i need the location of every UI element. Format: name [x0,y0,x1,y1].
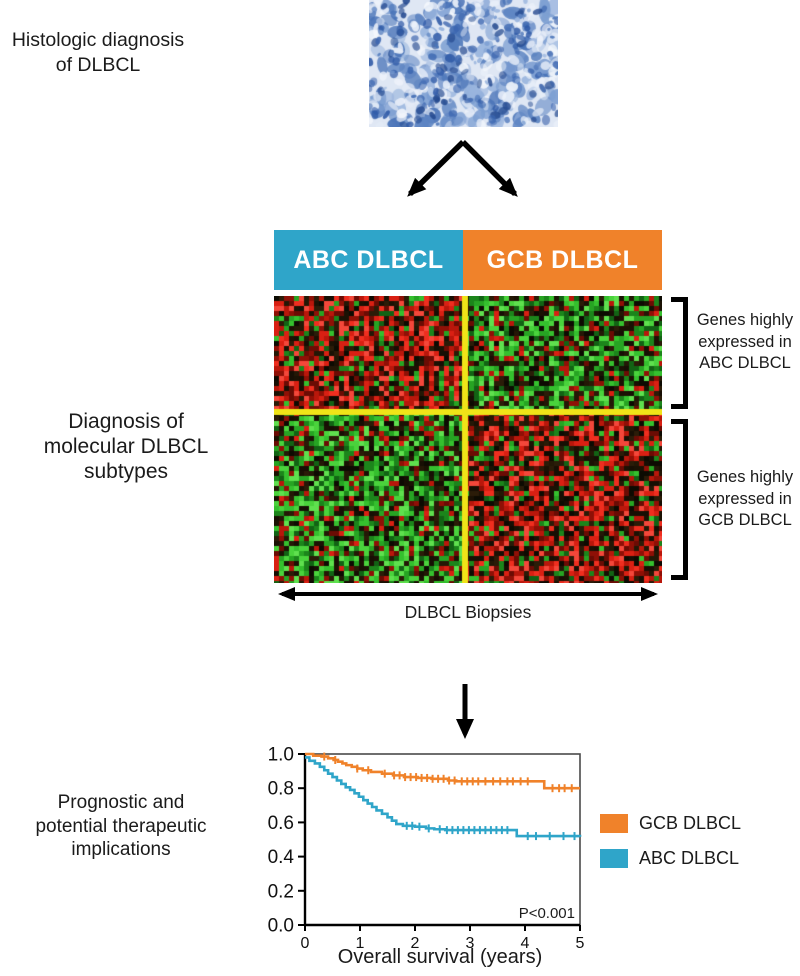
label-histologic-diagnosis: Histologic diagnosis of DLBCL [11,29,185,76]
pvalue-annotation: P<0.001 [518,905,575,922]
abc-header-label: ABC DLBCL [293,245,444,274]
abc-header: ABC DLBCL [274,230,463,290]
bracket-gcb-genes [671,419,688,580]
abc-legend-label: ABC DLBCL [639,848,740,868]
gene-expression-heatmap [274,296,662,583]
gcb-header: GCB DLBCL [463,230,662,290]
abc-legend-swatch [600,849,628,868]
svg-text:5: 5 [576,935,585,952]
label-molecular-diagnosis: Diagnosis of molecular DLBCL subtypes [43,410,209,483]
svg-text:1: 1 [356,935,365,952]
svg-text:0.0: 0.0 [268,916,294,937]
svg-text:0.8: 0.8 [268,779,294,800]
legend-row-gcb: GCB DLBCL [600,814,741,833]
label-dlbcl-biopsies: DLBCL Biopsies [404,602,532,622]
xaxis-title: Overall survival (years) [337,946,543,968]
label-prognostic-implications: Prognostic and potential therapeutic imp… [35,792,207,860]
label-genes-abc: Genes highly expressed in ABC DLBCL [696,311,794,372]
svg-text:0.6: 0.6 [268,813,294,834]
svg-text:0.2: 0.2 [268,881,294,902]
svg-text:2: 2 [411,935,420,952]
down-arrow [456,684,474,739]
label-genes-gcb: Genes highly expressed in GCB DLBCL [696,468,794,529]
svg-text:0: 0 [301,935,310,952]
gcb-header-label: GCB DLBCL [486,245,639,274]
svg-text:3: 3 [466,935,475,952]
biopsies-arrow [278,587,658,601]
gcb-legend-swatch [600,814,628,833]
branch-arrows [407,140,518,197]
survival-chart: 1.0 0.8 0.6 0.4 0.2 0.0 0 1 2 3 4 5 [268,745,585,953]
gcb-legend-label: GCB DLBCL [639,813,742,833]
histology-image [369,0,558,127]
svg-text:1.0: 1.0 [268,745,294,766]
svg-text:4: 4 [521,935,530,952]
bracket-abc-genes [671,297,688,409]
legend-row-abc: ABC DLBCL [600,849,739,868]
svg-text:0.4: 0.4 [268,847,295,868]
